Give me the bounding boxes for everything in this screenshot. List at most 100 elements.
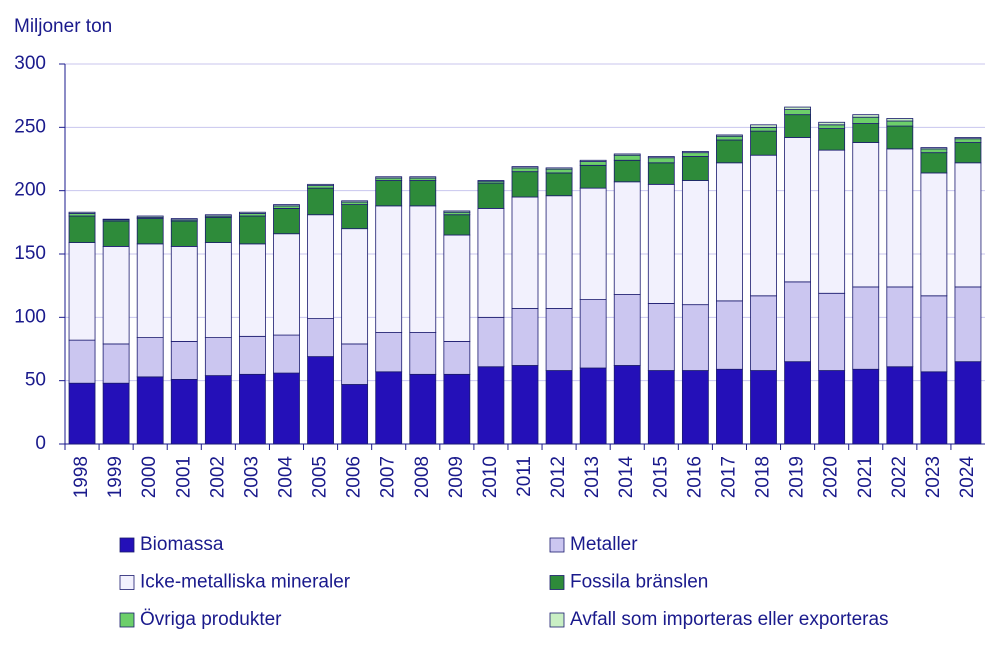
bar-segment	[784, 281, 811, 363]
bar-segment	[818, 121, 846, 126]
bar-segment	[818, 128, 846, 151]
x-tick-label: 2001	[173, 456, 194, 498]
bar-segment	[307, 183, 334, 186]
x-tick-label: 2020	[821, 456, 842, 498]
bar-segment	[886, 118, 914, 122]
bar-segment	[307, 318, 334, 358]
x-tick-label: 2006	[344, 456, 365, 498]
bar-segment	[647, 370, 675, 445]
bar-segment	[273, 207, 300, 235]
bar-segment	[716, 162, 743, 302]
bar-segment	[102, 245, 130, 345]
x-tick-label: 2016	[684, 456, 705, 498]
legend-label: Metaller	[570, 534, 638, 555]
bar-segment	[647, 162, 675, 185]
x-tick-label: 2022	[889, 456, 910, 498]
x-tick-label: 2007	[378, 456, 399, 498]
y-tick-label: 100	[14, 306, 46, 327]
bar-segment	[136, 376, 164, 445]
bar-segment	[375, 205, 403, 333]
bar-segment	[886, 125, 914, 150]
bar-segment	[511, 308, 539, 366]
bar-segment	[613, 154, 641, 161]
bar-segment	[784, 109, 811, 116]
bar-segment	[920, 172, 948, 297]
bar-segment	[443, 340, 471, 375]
bar-segment	[920, 147, 948, 150]
bar-segment	[613, 153, 641, 156]
bar-segment	[68, 211, 96, 214]
legend-swatch	[119, 612, 135, 628]
bar-segment	[852, 286, 880, 370]
x-tick-label: 2014	[616, 456, 637, 499]
bar-segment	[681, 370, 709, 445]
bar-segment	[239, 335, 266, 375]
bar-segment	[579, 159, 607, 162]
bar-segment	[102, 343, 130, 384]
bar-segment	[545, 308, 573, 371]
bar-segment	[784, 361, 811, 445]
bar-segment	[613, 159, 641, 183]
bar-segment	[409, 176, 437, 179]
bar-segment	[750, 130, 777, 156]
x-tick-label: 2000	[139, 456, 160, 498]
bar-segment	[579, 187, 607, 300]
bar-segment	[886, 148, 914, 288]
bar-segment	[204, 375, 232, 445]
x-tick-label: 2021	[855, 456, 876, 498]
bar-segment	[750, 126, 777, 132]
bar-segment	[545, 195, 573, 309]
bar-segment	[341, 343, 369, 385]
x-tick-label: 2024	[957, 456, 978, 499]
bar-segment	[341, 200, 369, 203]
bar-segment	[477, 316, 505, 368]
bar-segment	[68, 215, 96, 244]
bar-segment	[954, 361, 982, 445]
bar-segment	[273, 334, 300, 374]
y-tick-label: 200	[14, 180, 46, 201]
bar-segment	[170, 218, 198, 221]
bar-segment	[681, 180, 709, 306]
bar-segment	[716, 135, 743, 141]
x-tick-label: 2015	[650, 456, 671, 498]
bar-segment	[341, 384, 369, 445]
legend-swatch	[549, 575, 565, 590]
bar-segment	[409, 205, 437, 333]
legend-label: Övriga produkter	[140, 609, 282, 630]
bar-segment	[511, 167, 539, 173]
x-tick-label: 2009	[446, 456, 467, 498]
bar-segment	[579, 367, 607, 445]
bar-segment	[920, 152, 948, 174]
bar-segment	[716, 134, 743, 137]
bar-segment	[750, 124, 777, 128]
bar-segment	[443, 373, 471, 445]
bar-segment	[375, 371, 403, 445]
bar-segment	[920, 295, 948, 373]
bar-segment	[647, 157, 675, 164]
x-tick-label: 2018	[753, 456, 774, 498]
x-tick-label: 2003	[241, 456, 262, 498]
chart-title: Miljoner ton	[14, 16, 112, 37]
bar-segment	[681, 304, 709, 371]
bar-segment	[954, 142, 982, 164]
bar-segment	[613, 365, 641, 445]
bar-segment	[613, 181, 641, 295]
bar-segment	[852, 142, 880, 288]
bar-segment	[273, 372, 300, 445]
bar-segment	[920, 371, 948, 445]
bar-segment	[477, 366, 505, 445]
x-tick-label: 2008	[412, 456, 433, 498]
x-tick-label: 2023	[923, 456, 944, 498]
bar-segment	[511, 166, 539, 169]
bar-segment	[239, 215, 266, 245]
bar-segment	[750, 370, 777, 445]
bar-segment	[239, 211, 266, 214]
bar-segment	[477, 180, 505, 182]
bar-segment	[681, 156, 709, 181]
bar-segment	[784, 137, 811, 283]
bar-segment	[818, 124, 846, 130]
legend-label: Biomassa	[140, 534, 224, 555]
legend-swatch	[119, 537, 135, 553]
bar-segment	[102, 218, 130, 221]
bar-segment	[477, 182, 505, 209]
